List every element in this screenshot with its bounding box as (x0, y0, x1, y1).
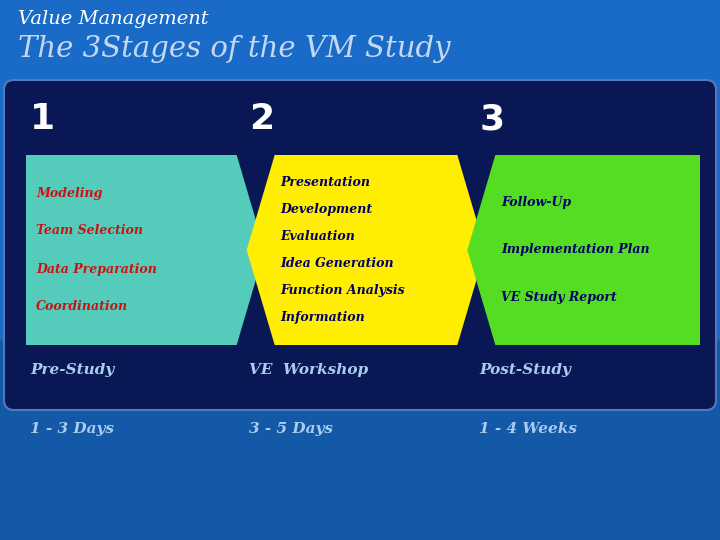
Text: VE  Workshop: VE Workshop (248, 363, 368, 377)
Text: 1 - 3 Days: 1 - 3 Days (30, 422, 114, 436)
Text: Development: Development (281, 203, 373, 216)
Text: Post-Study: Post-Study (480, 363, 571, 377)
Bar (0, 340, 720, 540)
Text: 3: 3 (480, 102, 505, 136)
Text: Information: Information (281, 312, 366, 325)
Text: 1: 1 (30, 102, 55, 136)
Text: 2: 2 (248, 102, 274, 136)
Text: VE Study Report: VE Study Report (501, 291, 617, 304)
Text: Follow-Up: Follow-Up (501, 196, 572, 209)
Text: The 3Stages of the VM Study: The 3Stages of the VM Study (18, 35, 451, 63)
Polygon shape (26, 155, 265, 345)
Text: Presentation: Presentation (281, 176, 371, 188)
Text: 3 - 5 Days: 3 - 5 Days (248, 422, 333, 436)
Text: Modeling: Modeling (36, 186, 102, 199)
Text: Value Management: Value Management (18, 10, 209, 28)
Text: Data Preparation: Data Preparation (36, 262, 157, 275)
Polygon shape (467, 155, 700, 345)
Text: Implementation Plan: Implementation Plan (501, 244, 650, 256)
Text: Pre-Study: Pre-Study (30, 363, 114, 377)
Text: Coordination: Coordination (36, 300, 128, 314)
Text: Idea Generation: Idea Generation (281, 257, 395, 270)
FancyBboxPatch shape (4, 80, 716, 410)
Polygon shape (247, 155, 485, 345)
Text: Function Analysis: Function Analysis (281, 284, 405, 297)
Text: Evaluation: Evaluation (281, 230, 356, 243)
Text: 1 - 4 Weeks: 1 - 4 Weeks (480, 422, 577, 436)
Text: Team Selection: Team Selection (36, 225, 143, 238)
